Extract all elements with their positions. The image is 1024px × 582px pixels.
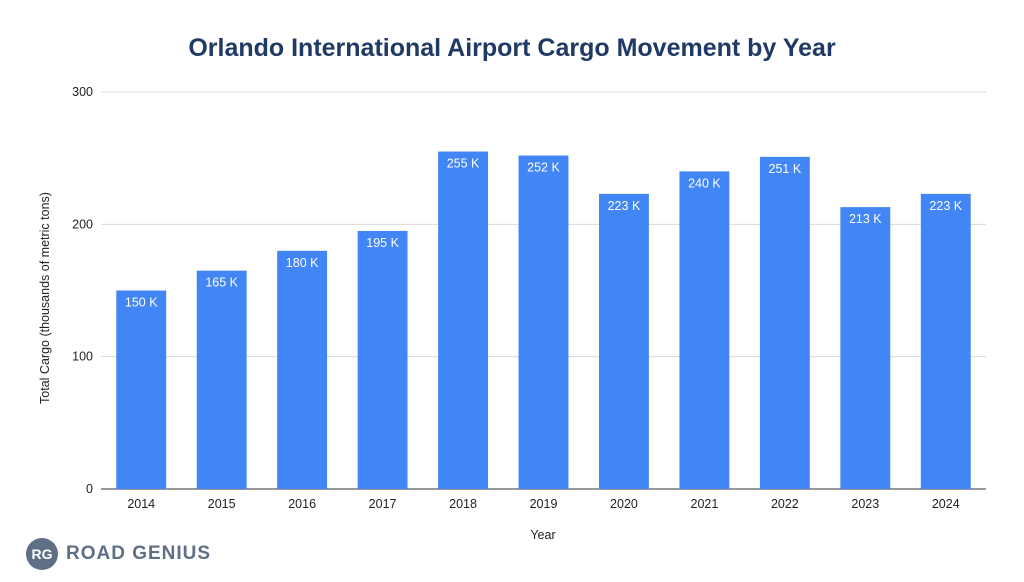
bar-2015 [196, 270, 247, 489]
bars [116, 151, 971, 490]
data-label-2023: 213 K [849, 212, 882, 226]
x-tick-label-2024: 2024 [932, 497, 960, 511]
data-label-2019: 252 K [527, 161, 560, 175]
brand-badge-icon: RG [26, 538, 58, 570]
y-tick-labels: 0 100 200 300 [72, 85, 93, 496]
bar-2019 [518, 155, 569, 489]
y-tick-label: 0 [86, 482, 93, 496]
data-label-2024: 223 K [929, 199, 962, 213]
y-tick-label: 300 [72, 85, 93, 99]
x-tick-label-2019: 2019 [530, 497, 558, 511]
x-tick-label-2015: 2015 [208, 497, 236, 511]
y-tick-label: 200 [72, 217, 93, 231]
bar-2014 [116, 290, 167, 489]
x-tick-label-2022: 2022 [771, 497, 799, 511]
x-tick-label-2016: 2016 [288, 497, 316, 511]
data-label-2014: 150 K [125, 296, 158, 310]
x-tick-label-2023: 2023 [851, 497, 879, 511]
x-tick-label-2020: 2020 [610, 497, 638, 511]
data-label-2020: 223 K [608, 199, 641, 213]
x-axis-title: Year [530, 528, 555, 542]
brand-name: ROAD GENIUS [66, 543, 212, 564]
x-tick-label-2014: 2014 [127, 497, 155, 511]
data-label-2016: 180 K [286, 256, 319, 270]
y-tick-label: 100 [72, 350, 93, 364]
y-axis-title: Total Cargo (thousands of metric tons) [38, 192, 52, 404]
data-label-2022: 251 K [769, 162, 802, 176]
x-tick-label-2021: 2021 [691, 497, 719, 511]
bar-2023 [840, 207, 891, 489]
chart-title: Orlando International Airport Cargo Move… [188, 34, 836, 62]
data-label-2017: 195 K [366, 236, 399, 250]
bar-2020 [599, 193, 649, 489]
data-label-2015: 165 K [205, 276, 238, 290]
bar-2018 [438, 151, 488, 490]
x-tick-label-2017: 2017 [369, 497, 397, 511]
bar-2021 [679, 171, 730, 489]
bar-2016 [277, 250, 328, 489]
bar-2022 [759, 156, 810, 490]
x-tick-label-2018: 2018 [449, 497, 477, 511]
data-labels: 150 K 165 K 180 K 195 K 255 K 252 K 223 K 240 K… [125, 157, 963, 310]
brand-logo: RG ROAD GENIUS [26, 537, 211, 571]
data-label-2021: 240 K [688, 176, 721, 190]
x-tick-labels: 2014 2015 2016 2017 2018 2019 2020 2021 2022 2023… [127, 497, 959, 511]
bar-2017 [357, 230, 408, 489]
bar-2024 [920, 193, 971, 489]
data-label-2018: 255 K [447, 157, 480, 171]
